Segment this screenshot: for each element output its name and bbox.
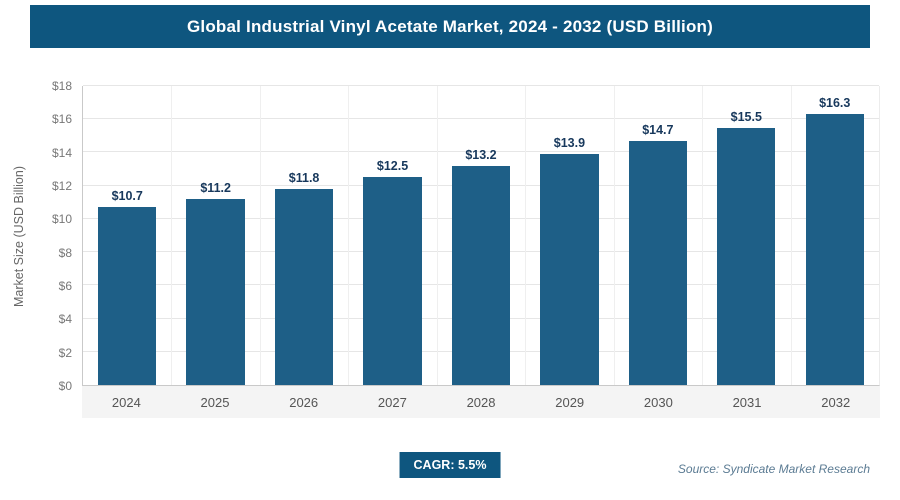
gridline [613,86,615,385]
bar-column: $16.3 [791,86,879,385]
bar-value-label: $13.2 [465,147,497,162]
x-axis: 2024 2025 2026 2027 2028 2029 2030 2031 2032 [82,386,880,418]
y-tick-label: $2 [58,345,72,360]
y-tick-label: $16 [51,112,72,127]
chart-title: Global Industrial Vinyl Acetate Market, … [187,16,713,36]
bar-column: $11.8 [260,86,348,385]
gridline [83,85,879,86]
gridline [525,86,527,385]
bar-value-label: $11.8 [288,171,320,185]
gridline [83,151,879,153]
gridline [259,86,261,385]
x-tick-label: 2027 [377,394,407,410]
y-tick-label: $0 [58,379,72,393]
bar [186,198,245,385]
source-text: Source: Syndicate Market Research [677,462,870,476]
bar [98,207,157,385]
y-tick-label: $14 [51,145,72,160]
chart-title-banner: Global Industrial Vinyl Acetate Market, … [30,5,870,48]
x-tick-label: 2026 [289,394,319,410]
y-tick-label: $18 [51,79,72,93]
gridline [436,86,438,385]
y-axis-title: Market Size (USD Billion) [12,165,26,307]
x-tick-label: 2028 [466,394,496,410]
bar-column: $14.7 [614,86,702,385]
bar [363,177,422,385]
bar [540,154,599,385]
y-axis: $0 $2 $4 $6 $8 $10 $12 $14 $16 $18 [40,79,76,393]
y-tick-label: $6 [58,279,72,294]
gridline [83,118,879,120]
bar-column: $13.2 [437,86,525,385]
x-tick-label: 2032 [821,394,851,410]
bar-column: $12.5 [348,86,436,385]
y-tick-label: $4 [58,312,72,327]
bar-column: $11.2 [171,86,259,385]
gridline [348,86,350,385]
cagr-badge: CAGR: 5.5% [399,452,501,478]
chart: Market Size (USD Billion) $0 $2 $4 $6 $8 $10 $… [12,78,880,418]
x-tick-label: 2024 [111,394,141,410]
bar [451,165,511,385]
gridline [702,86,704,385]
bar-value-label: $14.7 [642,122,674,137]
bar-value-label: $16.3 [819,96,851,111]
bar-column: $15.5 [702,86,790,385]
x-tick-label: 2025 [200,394,230,410]
x-tick-label: 2030 [643,394,673,410]
bar-value-label: $15.5 [730,109,762,124]
x-tick-label: 2031 [732,394,762,410]
gridline [790,86,792,385]
y-tick-label: $10 [51,212,72,227]
bar-value-label: $12.5 [376,159,409,174]
bar-value-label: $11.2 [200,180,231,195]
y-tick-label: $8 [58,245,72,260]
bars: $10.7 $11.2 $11.8 $12.5 $13.2 $13.9 $14.7 $15.5… [83,86,879,385]
bar [628,140,688,385]
bar-column: $10.7 [83,86,171,385]
gridline [171,86,173,385]
y-tick-label: $12 [51,179,72,194]
bar-value-label: $13.9 [553,136,586,151]
bar-value-label: $10.7 [111,189,143,204]
bar-column: $13.9 [525,86,613,385]
bar [274,189,334,385]
x-tick-label: 2029 [555,394,585,410]
bar [805,114,864,385]
plot-area: $10.7 $11.2 $11.8 $12.5 $13.2 $13.9 $14.7 $15.5… [82,85,880,386]
bar [717,127,776,385]
